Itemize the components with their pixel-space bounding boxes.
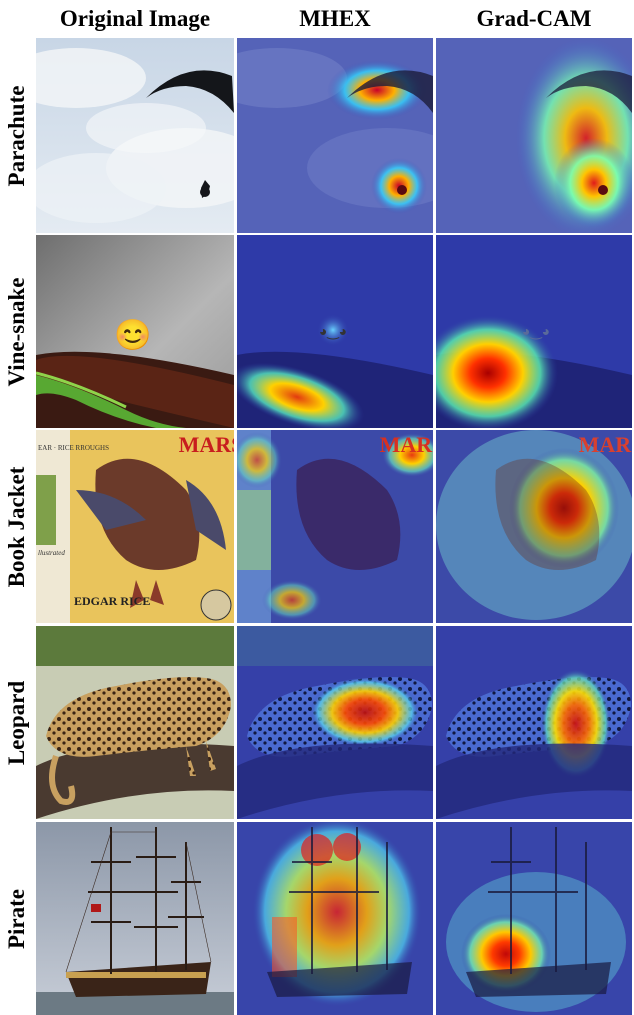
svg-text:◕‿◕: ◕‿◕ [522,325,550,340]
pirate-mhex-heatmap [237,822,433,1015]
column-header-mhex: MHEX [299,6,371,31]
face-emoji-icon: 😊 [114,318,151,352]
book-jacket-original-image: MARS EAR · RICE RROUGHS llustrated EDGAR… [36,430,234,623]
book-author-top: EAR · RICE RROUGHS [38,444,109,452]
pirate-gradcam-heatmap [436,822,632,1015]
leopard-gradcam-heatmap [436,626,632,819]
leopard-original-image [36,626,234,819]
parachute-gradcam-heatmap [436,38,632,233]
book-author-bottom: EDGAR RICE [74,594,150,608]
svg-text:MARS: MARS [380,432,433,457]
vine-snake-gradcam-heatmap: ◕‿◕ [436,235,632,428]
book-title: MARS [179,432,234,457]
vine-snake-mhex-heatmap: ◕‿◕ [237,235,433,428]
book-jacket-gradcam-heatmap: MARS [436,430,632,623]
column-header-gradcam: Grad-CAM [476,6,592,31]
row-label-vine-snake: Vine-snake [4,276,29,387]
svg-text:MARS: MARS [579,432,632,457]
pirate-original-image [36,822,234,1015]
column-header-original: Original Image [59,6,211,31]
parachute-mhex-heatmap [237,38,433,233]
vine-snake-original-image: 😊 [36,235,234,428]
row-label-leopard: Leopard [4,680,29,765]
book-illustrated: llustrated [38,549,65,557]
row-label-pirate: Pirate [4,888,29,949]
row-label-book-jacket: Book Jacket [4,466,29,587]
book-jacket-mhex-heatmap: MARS [237,430,433,623]
leopard-mhex-heatmap [237,626,433,819]
parachute-original-image [36,38,234,233]
row-label-parachute: Parachute [4,85,29,186]
svg-text:◕‿◕: ◕‿◕ [319,325,347,340]
